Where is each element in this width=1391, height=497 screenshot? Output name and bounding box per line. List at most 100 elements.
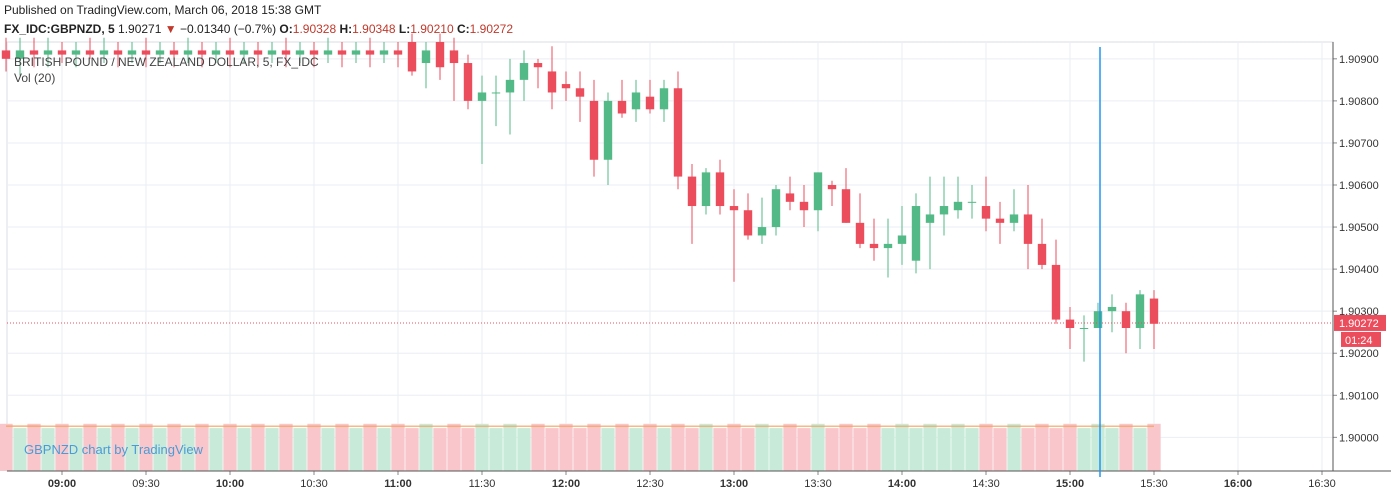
volume-bar — [307, 423, 321, 471]
candle-body — [603, 100, 613, 160]
volume-legend: Vol (20) — [14, 71, 55, 85]
candle-body — [197, 50, 207, 55]
volume-bar — [671, 423, 685, 471]
x-tick-label: 12:00 — [552, 478, 580, 490]
candle-body — [575, 88, 585, 97]
candle-body — [141, 50, 151, 55]
grid — [6, 41, 1334, 472]
published-caption: Published on TradingView.com, March 06, … — [4, 3, 322, 17]
candle-body — [813, 172, 823, 211]
volume-bar — [1133, 428, 1147, 471]
volume-bar — [881, 428, 895, 471]
volume-bar — [195, 423, 209, 471]
volume-bar — [783, 423, 797, 471]
volume-bar — [923, 423, 937, 471]
candle-body — [365, 50, 375, 55]
plot-area — [6, 41, 1334, 472]
candle-body — [379, 50, 389, 55]
candle-body — [519, 63, 529, 80]
countdown-badge — [1341, 331, 1381, 347]
volume-bar — [825, 428, 839, 471]
volume-bar — [83, 423, 97, 471]
symbol-label: FX_IDC:GBPNZD, 5 — [4, 22, 115, 36]
volume-bar — [0, 423, 13, 471]
volume-bar — [895, 423, 909, 471]
candle-body — [295, 50, 305, 55]
candle-body — [449, 50, 459, 64]
volume-bar — [489, 428, 503, 471]
volume-bar — [531, 423, 545, 471]
candle-body — [463, 63, 473, 101]
x-tick-label: 11:30 — [469, 478, 496, 490]
high-value: 1.90348 — [352, 22, 396, 36]
y-tick-label: 1.90500 — [1339, 222, 1379, 234]
volume-bar — [811, 423, 825, 471]
candle-body — [1079, 328, 1089, 329]
volume-bar — [13, 428, 27, 471]
x-tick-label: 14:00 — [888, 478, 916, 490]
low-value: 1.90210 — [410, 22, 454, 36]
candle-body — [323, 50, 333, 55]
volume-bar — [909, 428, 923, 471]
candle-body — [281, 50, 291, 55]
candle-body — [127, 50, 137, 55]
volume-bar — [965, 428, 979, 471]
candle-body — [981, 206, 991, 219]
candle-body — [757, 227, 767, 236]
y-tick-label: 1.90700 — [1339, 138, 1379, 150]
volume-bar — [153, 428, 167, 471]
volume-bar — [797, 428, 811, 471]
candle-body — [1107, 306, 1117, 312]
candle-body — [687, 176, 697, 207]
candle-body — [911, 206, 921, 261]
volume-bar — [979, 423, 993, 471]
volume-bar — [391, 423, 405, 471]
candle-body — [1121, 311, 1131, 328]
x-tick-label: 12:30 — [636, 478, 664, 490]
volume-bar — [97, 428, 111, 471]
candle-body — [617, 100, 627, 114]
chart-legend-title: BRITISH POUND / NEW ZEALAND DOLLAR, 5, F… — [14, 55, 319, 69]
candle-body — [57, 50, 67, 55]
candle-body — [435, 42, 445, 68]
volume-bar — [209, 428, 223, 471]
volume-bar — [1021, 428, 1035, 471]
y-tick-label: 1.90100 — [1339, 390, 1379, 402]
candle-body — [85, 50, 95, 55]
candle-body — [421, 50, 431, 64]
volume-bar — [251, 423, 265, 471]
candle-body — [1065, 319, 1075, 328]
volume-bar — [867, 423, 881, 471]
candle-body — [785, 193, 795, 202]
volume-bar — [1119, 423, 1133, 471]
volume-bar — [265, 428, 279, 471]
y-tick-label: 1.90600 — [1339, 180, 1379, 192]
price-change: −0.01340 (−0.7%) — [180, 22, 277, 36]
last-price: 1.90271 — [118, 22, 162, 36]
volume-bar — [293, 428, 307, 471]
candle-body — [337, 50, 347, 55]
x-tick-label: 16:30 — [1308, 478, 1336, 490]
volume-bar — [27, 423, 41, 471]
ohlc-bar: FX_IDC:GBPNZD, 5 1.90271 ▼ −0.01340 (−0.… — [4, 22, 513, 36]
y-tick-label: 1.90200 — [1339, 348, 1379, 360]
watermark: GBPNZD chart by TradingView — [24, 442, 204, 457]
volume-bar — [839, 423, 853, 471]
volume-bar — [167, 423, 181, 471]
volume-bar — [335, 423, 349, 471]
volume-bar — [1077, 428, 1091, 471]
volume-bar — [685, 428, 699, 471]
volume-bar — [937, 428, 951, 471]
y-tick-label: 1.90900 — [1339, 54, 1379, 66]
x-tick-label: 16:00 — [1224, 478, 1252, 490]
candle-body — [351, 50, 361, 55]
candle-body — [1037, 243, 1047, 265]
volume-bar — [475, 423, 489, 471]
volume-bar — [643, 423, 657, 471]
candle-body — [1135, 294, 1145, 328]
volume-bar — [377, 428, 391, 471]
x-tick-label: 13:00 — [720, 478, 748, 490]
candle-body — [1009, 214, 1019, 223]
volume-bar — [349, 428, 363, 471]
